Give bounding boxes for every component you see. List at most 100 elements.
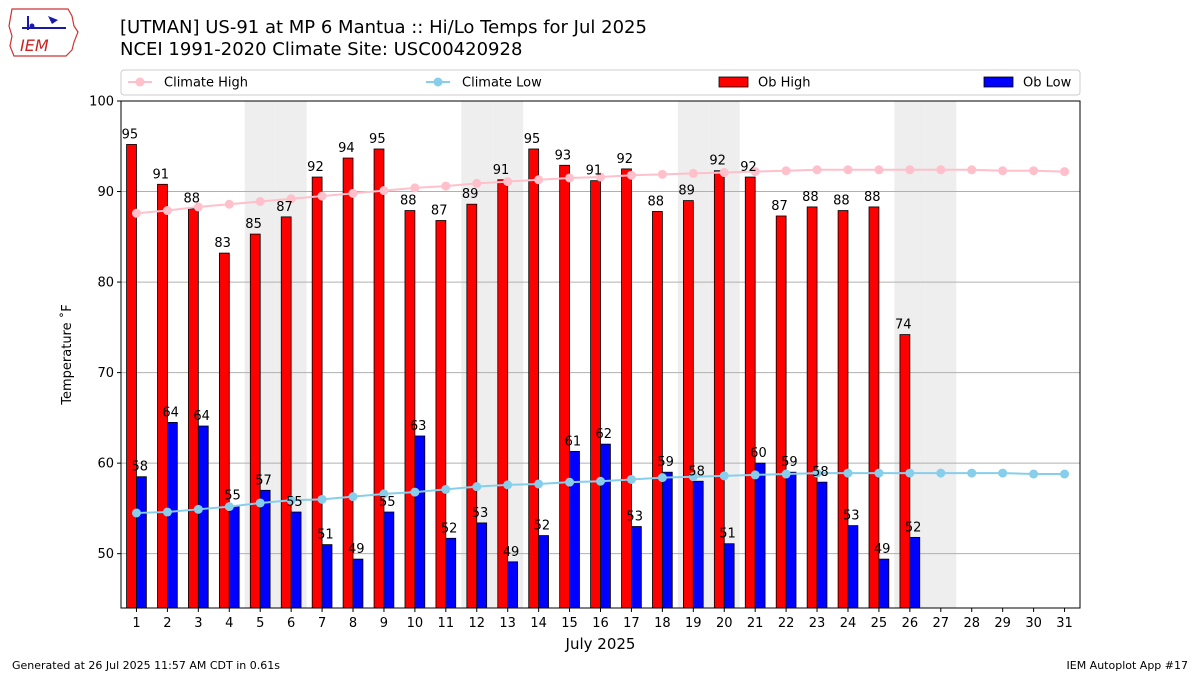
ob-high-label: 91 [493, 163, 510, 178]
ob-high-label: 93 [555, 148, 572, 163]
ob-high-label: 91 [586, 164, 603, 179]
ob-high-label: 92 [709, 154, 726, 169]
legend-ob-high-swatch [718, 76, 749, 88]
ob-low-bar [878, 558, 890, 609]
ob-low-bar [321, 544, 333, 609]
ob-high-label: 88 [183, 192, 200, 207]
ob-high-label: 95 [369, 132, 386, 147]
ob-low-label: 53 [472, 506, 489, 521]
ob-low-bar [228, 505, 240, 609]
ob-high-bar [528, 148, 540, 609]
ob-low-label: 51 [317, 528, 334, 543]
x-tick-label: 6 [287, 616, 295, 631]
ob-high-label: 74 [895, 318, 912, 333]
climate-high-point [688, 168, 698, 178]
climate-low-point [596, 476, 605, 486]
x-tick-label: 21 [747, 616, 764, 631]
climate-high-point [998, 166, 1008, 176]
x-tick-label: 19 [685, 616, 702, 631]
ob-high-bar [466, 203, 478, 609]
chart-subtitle: NCEI 1991-2020 Climate Site: USC00420928 [120, 39, 523, 60]
climate-high-point [596, 172, 605, 182]
x-tick-label: 13 [499, 616, 516, 631]
logo-text: IEM [20, 36, 49, 55]
ob-high-label: 88 [802, 190, 819, 205]
ob-high-label: 92 [307, 160, 324, 175]
ob-low-bar [476, 522, 488, 609]
x-tick-label: 1 [132, 616, 140, 631]
ob-high-label: 91 [153, 167, 170, 182]
ob-low-bar [259, 489, 271, 609]
ob-high-label: 94 [338, 141, 355, 156]
ob-low-bar [445, 537, 457, 609]
y-tick-label: 70 [97, 366, 114, 381]
ob-low-label: 49 [874, 542, 891, 557]
ob-low-bar [538, 535, 549, 609]
ob-low-bar [631, 526, 642, 609]
climate-high-point [626, 170, 636, 180]
x-tick-label: 17 [623, 616, 640, 631]
climate-high-point [224, 199, 234, 209]
x-tick-label: 18 [654, 616, 671, 631]
x-tick-label: 22 [778, 616, 795, 631]
ob-low-label: 53 [843, 509, 860, 524]
climate-low-point [874, 468, 884, 478]
climate-high-point [967, 165, 977, 175]
ob-high-bar [373, 148, 385, 609]
ob-high-bar [683, 200, 694, 609]
ob-low-label: 55 [224, 489, 241, 504]
x-tick-label: 9 [380, 616, 388, 631]
ob-low-bar [569, 450, 580, 609]
legend-climate-high-label: Climate High [164, 76, 248, 91]
ob-high-label: 95 [524, 132, 541, 147]
climate-high-point [410, 183, 420, 193]
iem-logo: IEM [8, 8, 79, 57]
x-tick-label: 29 [994, 616, 1011, 631]
ob-high-bar [621, 168, 632, 609]
climate-high-point [936, 165, 946, 175]
generated-timestamp: Generated at 26 Jul 2025 11:57 AM CDT in… [12, 659, 280, 672]
legend-climate-high-marker [135, 77, 145, 87]
ob-low-bar [909, 536, 921, 609]
x-tick-label: 27 [933, 616, 950, 631]
ob-low-label: 52 [534, 519, 551, 534]
climate-low-point [565, 477, 575, 487]
climate-low-point [441, 484, 451, 494]
ob-low-label: 58 [812, 465, 829, 480]
ob-low-bar [600, 443, 611, 609]
climate-high-point [750, 167, 760, 177]
climate-high-point [905, 165, 915, 175]
ob-low-bar [383, 511, 395, 609]
climate-high-point [503, 177, 513, 187]
climate-high-point [193, 202, 203, 212]
ob-low-bar [414, 435, 426, 609]
y-tick-label: 80 [97, 276, 114, 291]
ob-low-bar [754, 462, 766, 609]
ob-low-label: 49 [503, 545, 520, 560]
ob-high-label: 85 [245, 217, 262, 232]
ob-high-label: 92 [740, 160, 757, 175]
climate-low-point [1029, 469, 1039, 479]
ob-high-label: 88 [833, 194, 850, 209]
climate-low-point [688, 472, 698, 482]
x-tick-label: 5 [256, 616, 264, 631]
x-tick-label: 23 [809, 616, 826, 631]
climate-low-point [348, 492, 358, 502]
y-tick-label: 60 [97, 457, 114, 472]
climate-low-point [131, 508, 141, 518]
ob-low-label: 55 [379, 495, 396, 510]
climate-low-point [936, 468, 946, 478]
ob-high-label: 87 [431, 204, 448, 219]
climate-high-point [348, 188, 358, 198]
climate-high-point [657, 169, 667, 179]
climate-low-point [750, 470, 760, 480]
climate-high-point [441, 181, 451, 191]
climate-low-point [967, 468, 977, 478]
ob-high-bar [652, 211, 663, 609]
climate-low-point [657, 473, 667, 483]
climate-low-point [286, 495, 296, 505]
legend-ob-low-label: Ob Low [1023, 76, 1072, 91]
legend-climate-low-label: Climate Low [462, 76, 542, 91]
ob-high-bar [590, 180, 601, 609]
ob-low-label: 58 [131, 460, 148, 475]
